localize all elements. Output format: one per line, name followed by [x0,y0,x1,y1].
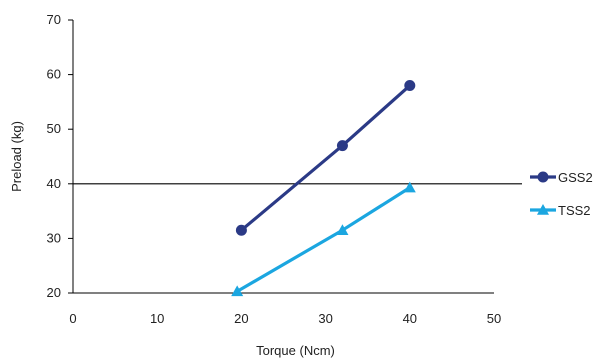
data-point [231,285,244,297]
x-tick-label: 0 [69,311,76,326]
data-point [235,224,247,236]
data-point [336,140,348,152]
y-tick-label: 50 [47,121,61,136]
x-tick-label: 30 [318,311,332,326]
x-tick-label: 50 [487,311,501,326]
x-tick-label: 10 [150,311,164,326]
legend: GSS2 TSS2 [530,170,593,218]
legend-label: GSS2 [558,170,593,185]
series-layer [231,80,416,297]
y-axis-ticks: 20 30 40 50 60 70 [47,12,73,300]
legend-swatch-marker [537,171,549,183]
x-tick-label: 40 [403,311,417,326]
x-axis-ticks: 0 10 20 30 40 50 [69,311,501,326]
series-line [236,186,411,293]
series-gss2 [235,80,416,236]
legend-item-tss2: TSS2 [530,203,591,218]
y-tick-label: 20 [47,285,61,300]
data-point [403,181,416,193]
y-tick-label: 70 [47,12,61,27]
series-tss2 [231,181,416,297]
y-tick-label: 60 [47,67,61,82]
y-tick-label: 30 [47,230,61,245]
x-tick-label: 20 [234,311,248,326]
y-axis-title: Preload (kg) [9,121,24,192]
x-axis-title: Torque (Ncm) [256,343,335,358]
data-point [404,80,416,92]
y-tick-label: 40 [47,176,61,191]
legend-label: TSS2 [558,203,591,218]
legend-item-gss2: GSS2 [530,170,593,185]
legend-swatch-marker [537,204,549,215]
series-line [240,84,411,232]
data-point [336,224,349,236]
